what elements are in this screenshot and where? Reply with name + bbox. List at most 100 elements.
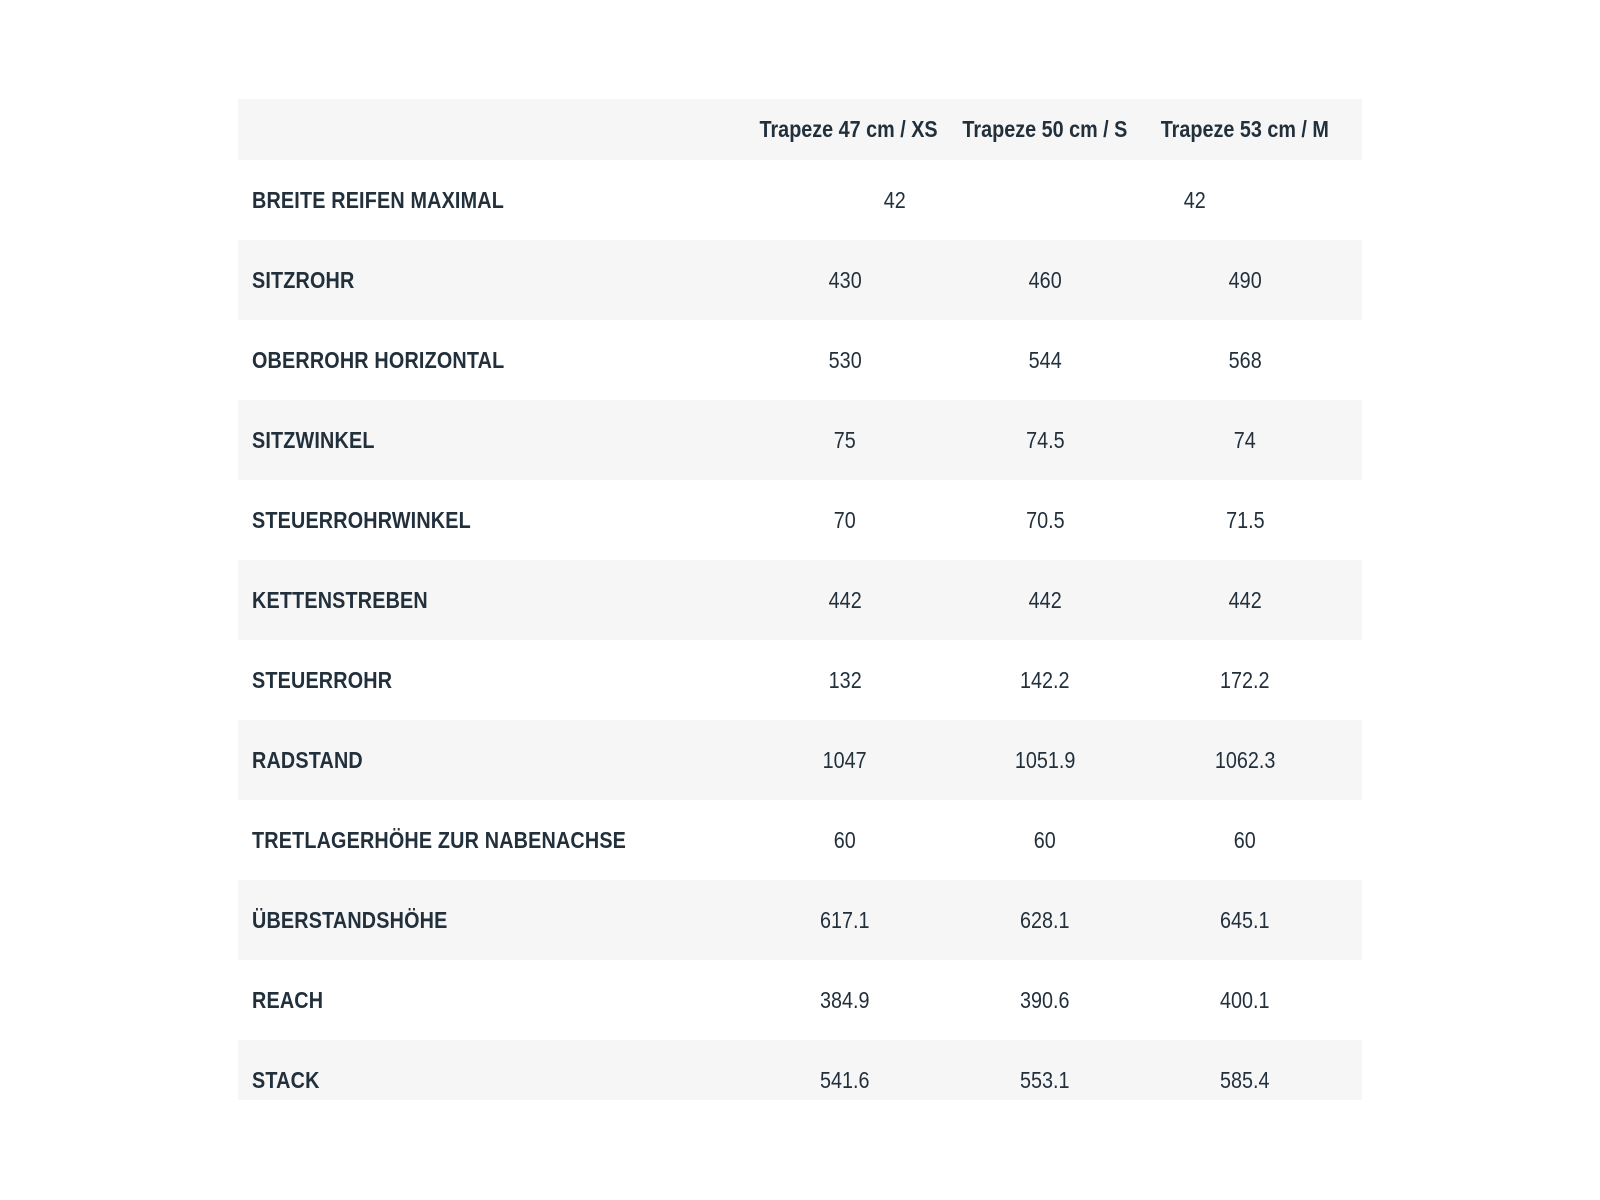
row-values: 75 74.5 74 bbox=[745, 427, 1345, 454]
table-row: STEUERROHRWINKEL 70 70.5 71.5 bbox=[238, 480, 1362, 560]
value-cell: 617.1 bbox=[745, 907, 945, 934]
value-cell: 60 bbox=[945, 827, 1145, 854]
row-label: TRETLAGERHÖHE ZUR NABENACHSE bbox=[238, 827, 745, 854]
row-label-text: BREITE REIFEN MAXIMAL bbox=[252, 186, 504, 213]
value-cell: 70 bbox=[745, 507, 945, 534]
table-row: ÜBERSTANDSHÖHE 617.1 628.1 645.1 bbox=[238, 880, 1362, 960]
value-text: 1047 bbox=[822, 746, 867, 773]
geometry-table: Trapeze 47 cm / XS Trapeze 50 cm / S Tra… bbox=[238, 99, 1362, 1100]
value-cell: 172.2 bbox=[1145, 667, 1345, 694]
row-label: STACK bbox=[238, 1067, 745, 1094]
value-cell: 544 bbox=[945, 347, 1145, 374]
value-cell: 384.9 bbox=[745, 987, 945, 1014]
value-cell: 70.5 bbox=[945, 507, 1145, 534]
value-text: 42 bbox=[883, 186, 907, 213]
row-values: 132 142.2 172.2 bbox=[745, 667, 1345, 694]
value-cell: 74 bbox=[1145, 427, 1345, 454]
value-cell: 442 bbox=[745, 587, 945, 614]
table-row: STEUERROHR 132 142.2 172.2 bbox=[238, 640, 1362, 720]
value-text: 442 bbox=[828, 586, 862, 613]
row-label-text: KETTENSTREBEN bbox=[252, 586, 428, 613]
value-cell: 400.1 bbox=[1145, 987, 1345, 1014]
value-cell: 628.1 bbox=[945, 907, 1145, 934]
column-header-label: Trapeze 47 cm / XS bbox=[759, 116, 938, 142]
value-cell: 42 bbox=[745, 187, 1045, 214]
row-label: STEUERROHR bbox=[238, 667, 745, 694]
row-values: 70 70.5 71.5 bbox=[745, 507, 1345, 534]
value-text: 390.6 bbox=[1020, 986, 1070, 1013]
table-row: SITZWINKEL 75 74.5 74 bbox=[238, 400, 1362, 480]
value-cell: 71.5 bbox=[1145, 507, 1345, 534]
geometry-table-body: BREITE REIFEN MAXIMAL 42 42 SITZROHR 430 460 4… bbox=[238, 160, 1362, 1100]
row-values: 430 460 490 bbox=[745, 267, 1345, 294]
row-label: OBERROHR HORIZONTAL bbox=[238, 347, 745, 374]
row-label-text: TRETLAGERHÖHE ZUR NABENACHSE bbox=[252, 826, 627, 853]
value-text: 585.4 bbox=[1220, 1066, 1270, 1093]
value-cell: 132 bbox=[745, 667, 945, 694]
table-row: SITZROHR 430 460 490 bbox=[238, 240, 1362, 320]
value-cell: 568 bbox=[1145, 347, 1345, 374]
value-text: 60 bbox=[833, 826, 857, 853]
value-cell: 553.1 bbox=[945, 1067, 1145, 1094]
value-cell: 1047 bbox=[745, 747, 945, 774]
table-row: BREITE REIFEN MAXIMAL 42 42 bbox=[238, 160, 1362, 240]
value-text: 617.1 bbox=[820, 906, 870, 933]
value-text: 71.5 bbox=[1225, 506, 1265, 533]
value-cell: 390.6 bbox=[945, 987, 1145, 1014]
table-row: REACH 384.9 390.6 400.1 bbox=[238, 960, 1362, 1040]
header-cells: Trapeze 47 cm / XS Trapeze 50 cm / S Tra… bbox=[745, 116, 1345, 143]
column-header-xs: Trapeze 47 cm / XS bbox=[745, 116, 945, 143]
value-cell: 430 bbox=[745, 267, 945, 294]
row-label-text: STEUERROHR bbox=[252, 666, 393, 693]
value-text: 400.1 bbox=[1220, 986, 1270, 1013]
row-label-text: SITZWINKEL bbox=[252, 426, 375, 453]
row-label: BREITE REIFEN MAXIMAL bbox=[238, 187, 745, 214]
row-label-text: OBERROHR HORIZONTAL bbox=[252, 346, 505, 373]
value-text: 442 bbox=[1228, 586, 1262, 613]
value-cell: 74.5 bbox=[945, 427, 1145, 454]
row-label: SITZROHR bbox=[238, 267, 745, 294]
row-values: 384.9 390.6 400.1 bbox=[745, 987, 1345, 1014]
value-text: 1062.3 bbox=[1214, 746, 1276, 773]
value-text: 60 bbox=[1233, 826, 1257, 853]
value-text: 70 bbox=[833, 506, 857, 533]
value-text: 430 bbox=[828, 266, 862, 293]
table-row: RADSTAND 1047 1051.9 1062.3 bbox=[238, 720, 1362, 800]
value-text: 645.1 bbox=[1220, 906, 1270, 933]
row-label-text: STACK bbox=[252, 1066, 320, 1093]
table-row: OBERROHR HORIZONTAL 530 544 568 bbox=[238, 320, 1362, 400]
value-text: 74 bbox=[1233, 426, 1257, 453]
row-label: KETTENSTREBEN bbox=[238, 587, 745, 614]
row-values: 442 442 442 bbox=[745, 587, 1345, 614]
value-cell: 585.4 bbox=[1145, 1067, 1345, 1094]
column-header-m: Trapeze 53 cm / M bbox=[1145, 116, 1345, 143]
value-cell: 60 bbox=[1145, 827, 1345, 854]
row-values: 617.1 628.1 645.1 bbox=[745, 907, 1345, 934]
row-values: 1047 1051.9 1062.3 bbox=[745, 747, 1345, 774]
row-label-text: REACH bbox=[252, 986, 324, 1013]
row-label-text: ÜBERSTANDSHÖHE bbox=[252, 906, 448, 933]
value-text: 42 bbox=[1183, 186, 1207, 213]
value-text: 541.6 bbox=[820, 1066, 870, 1093]
value-text: 132 bbox=[828, 666, 862, 693]
row-label: REACH bbox=[238, 987, 745, 1014]
value-text: 460 bbox=[1028, 266, 1062, 293]
value-cell: 442 bbox=[1145, 587, 1345, 614]
row-label: SITZWINKEL bbox=[238, 427, 745, 454]
value-text: 74.5 bbox=[1025, 426, 1065, 453]
value-cell: 645.1 bbox=[1145, 907, 1345, 934]
row-label: ÜBERSTANDSHÖHE bbox=[238, 907, 745, 934]
value-text: 442 bbox=[1028, 586, 1062, 613]
value-text: 142.2 bbox=[1020, 666, 1070, 693]
value-cell: 541.6 bbox=[745, 1067, 945, 1094]
table-header-row: Trapeze 47 cm / XS Trapeze 50 cm / S Tra… bbox=[238, 99, 1362, 160]
column-header-s: Trapeze 50 cm / S bbox=[945, 116, 1145, 143]
value-cell: 460 bbox=[945, 267, 1145, 294]
value-text: 490 bbox=[1228, 266, 1262, 293]
value-cell: 530 bbox=[745, 347, 945, 374]
value-text: 544 bbox=[1028, 346, 1062, 373]
value-cell: 60 bbox=[745, 827, 945, 854]
value-cell: 1062.3 bbox=[1145, 747, 1345, 774]
value-text: 60 bbox=[1033, 826, 1057, 853]
value-text: 172.2 bbox=[1220, 666, 1270, 693]
